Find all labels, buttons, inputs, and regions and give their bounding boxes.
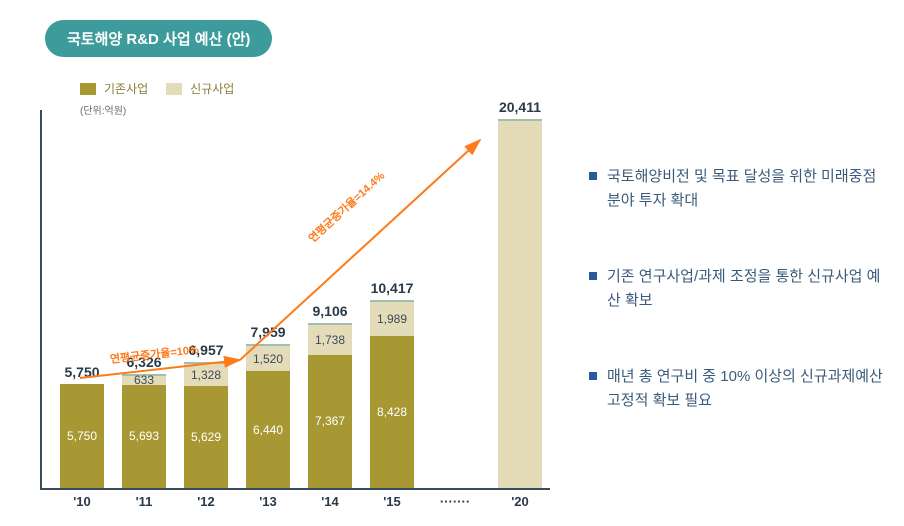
bar-total-label: 9,106 (312, 303, 347, 319)
plot: 5,7505,750'105,6936336,326'115,6291,3286… (40, 110, 550, 490)
x-axis-tick: '14 (308, 488, 352, 509)
bar-segment-new: 1,738 (308, 323, 352, 354)
legend: 기존사업 신규사업 (80, 80, 234, 97)
bullet-item: 국토해양비전 및 목표 달성을 위한 미래중점분야 투자 확대 (589, 165, 889, 213)
bar-group: 8,4281,98910,417 (370, 300, 414, 488)
bar-total-label: 10,417 (371, 280, 414, 296)
bar-total-label: 20,411 (499, 99, 541, 115)
bullet-text: 기존 연구사업/과제 조정을 통한 신규사업 예산 확보 (607, 265, 889, 313)
segment-value-label: 633 (134, 373, 154, 387)
bullet-item: 기존 연구사업/과제 조정을 통한 신규사업 예산 확보 (589, 265, 889, 313)
bar-group: 5,6936336,326 (122, 374, 166, 488)
bar-segment-single (498, 119, 542, 488)
header-badge: 국토해양 R&D 사업 예산 (안) (45, 20, 272, 57)
segment-value-label: 5,750 (67, 429, 97, 443)
bullet-item: 매년 총 연구비 중 10% 이상의 신규과제예산 고정적 확보 필요 (589, 365, 889, 413)
bar-segment-existing: 5,629 (184, 386, 228, 488)
segment-value-label: 1,738 (315, 333, 345, 347)
segment-value-label: 1,520 (253, 352, 283, 366)
x-axis-tick: '10 (60, 488, 104, 509)
bar-segment-new: 1,328 (184, 362, 228, 386)
chart-area: 기존사업 신규사업 (단위:억원) 5,7505,750'105,6936336… (40, 70, 550, 510)
x-axis-tick: '12 (184, 488, 228, 509)
bar-segment-existing: 5,693 (122, 385, 166, 488)
bar-group: 5,7505,750 (60, 384, 104, 488)
side-bullets: 국토해양비전 및 목표 달성을 위한 미래중점분야 투자 확대기존 연구사업/과… (589, 165, 889, 413)
x-axis-tick: '11 (122, 488, 166, 509)
segment-value-label: 5,693 (129, 429, 159, 443)
legend-swatch-new (166, 83, 182, 95)
bar-segment-existing: 7,367 (308, 355, 352, 488)
bar-segment-new: 1,520 (246, 344, 290, 372)
segment-value-label: 5,629 (191, 430, 221, 444)
bar-segment-existing: 6,440 (246, 371, 290, 488)
segment-value-label: 1,328 (191, 368, 221, 382)
bullet-square-icon (589, 372, 597, 380)
bar-segment-existing: 8,428 (370, 336, 414, 489)
bar-segment-existing: 5,750 (60, 384, 104, 488)
bullet-square-icon (589, 272, 597, 280)
bar-group: 5,6291,3286,957 (184, 362, 228, 488)
x-axis-tick: '13 (246, 488, 290, 509)
bar-group: 20,411 (498, 119, 542, 488)
bullet-text: 매년 총 연구비 중 10% 이상의 신규과제예산 고정적 확보 필요 (607, 365, 889, 413)
legend-new-label: 신규사업 (190, 80, 234, 97)
bar-segment-new: 1,989 (370, 300, 414, 336)
bar-segment-new: 633 (122, 374, 166, 385)
x-axis-gap-dots: ······· (430, 488, 480, 509)
segment-value-label: 6,440 (253, 423, 283, 437)
segment-value-label: 1,989 (377, 312, 407, 326)
bullet-text: 국토해양비전 및 목표 달성을 위한 미래중점분야 투자 확대 (607, 165, 889, 213)
legend-swatch-existing (80, 83, 96, 95)
bar-group: 7,3671,7389,106 (308, 323, 352, 488)
x-axis-tick: '20 (498, 488, 542, 509)
legend-existing-label: 기존사업 (104, 80, 148, 97)
bar-total-label: 5,750 (64, 364, 99, 380)
bar-group: 6,4401,5207,959 (246, 344, 290, 488)
segment-value-label: 8,428 (377, 405, 407, 419)
bullet-square-icon (589, 172, 597, 180)
bar-total-label: 7,959 (250, 324, 285, 340)
segment-value-label: 7,367 (315, 414, 345, 428)
x-axis-tick: '15 (370, 488, 414, 509)
